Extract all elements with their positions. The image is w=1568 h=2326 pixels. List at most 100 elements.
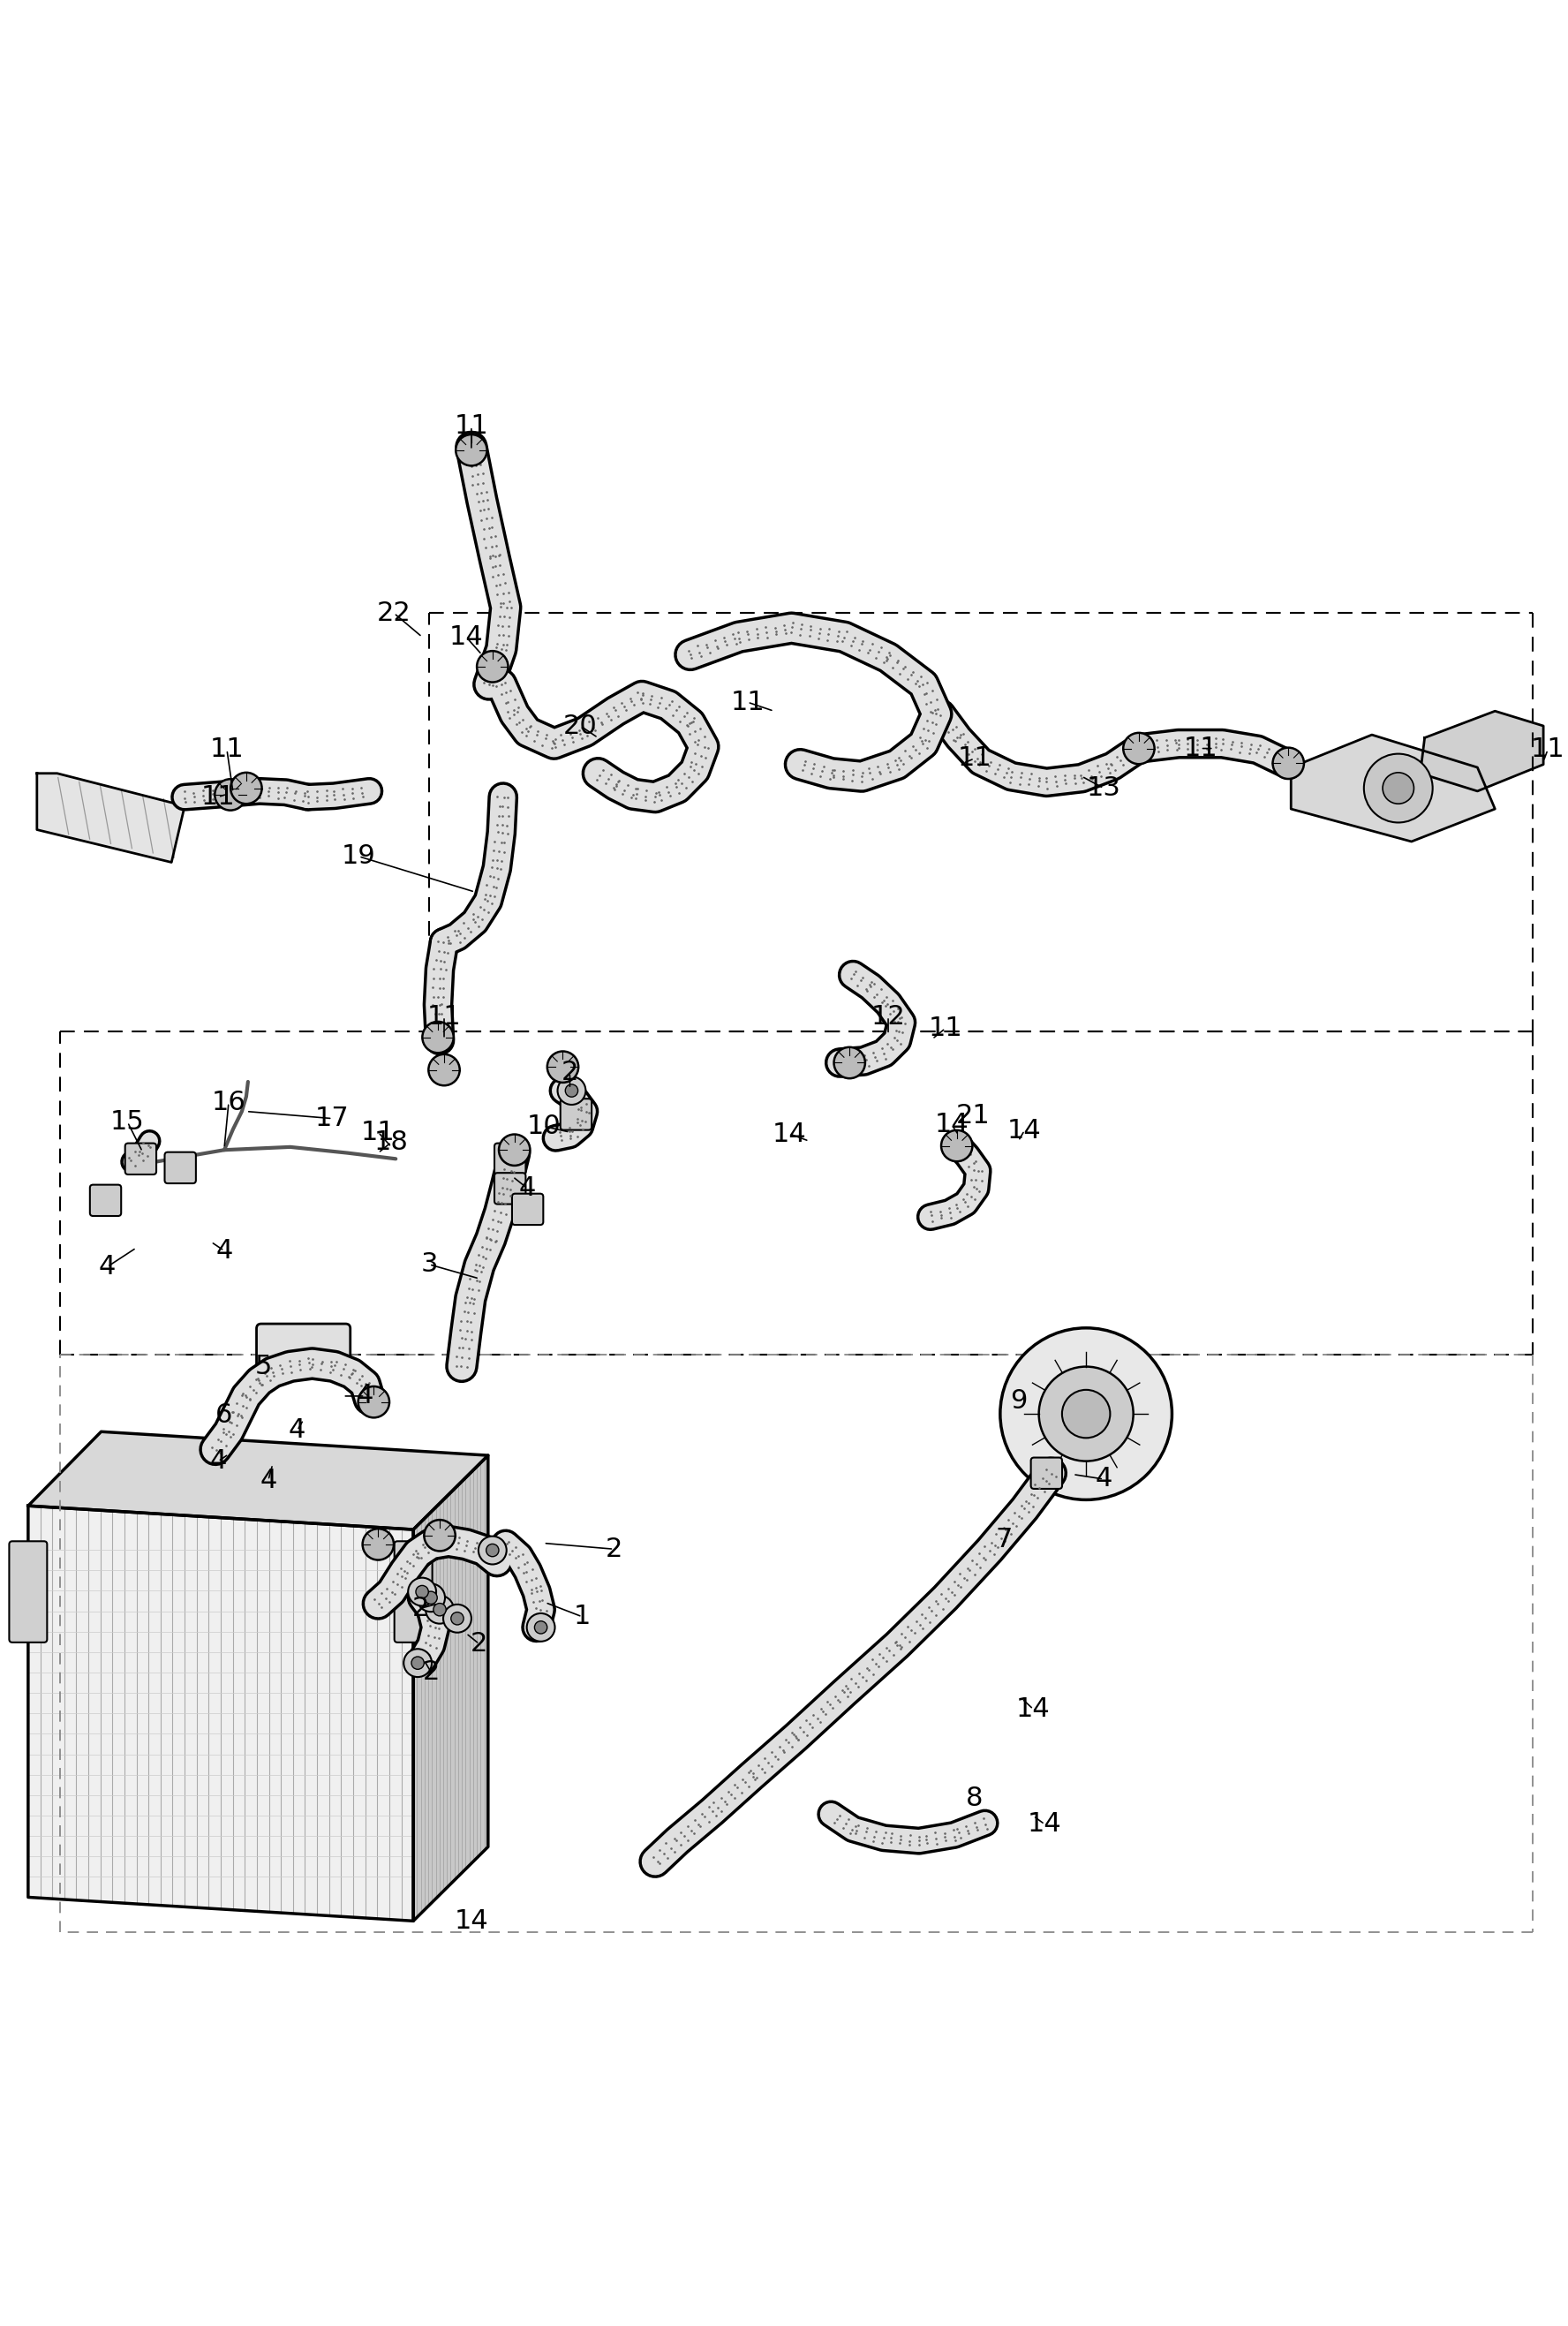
Text: 9: 9	[1010, 1389, 1027, 1414]
Circle shape	[358, 1386, 389, 1417]
Circle shape	[1273, 747, 1305, 779]
Circle shape	[477, 651, 508, 682]
Text: 14: 14	[448, 623, 483, 649]
Text: 15: 15	[110, 1110, 144, 1135]
Text: 11: 11	[361, 1119, 395, 1144]
Text: 2: 2	[470, 1631, 488, 1656]
Circle shape	[499, 1135, 530, 1165]
Polygon shape	[1290, 735, 1494, 842]
Circle shape	[423, 1519, 455, 1551]
FancyBboxPatch shape	[257, 1323, 350, 1379]
FancyBboxPatch shape	[125, 1142, 157, 1175]
Text: 11: 11	[455, 414, 489, 440]
Text: 11: 11	[928, 1016, 963, 1042]
Text: 5: 5	[256, 1354, 273, 1379]
Polygon shape	[414, 1456, 488, 1921]
FancyBboxPatch shape	[494, 1142, 525, 1175]
Circle shape	[1000, 1328, 1171, 1500]
Circle shape	[527, 1614, 555, 1642]
Circle shape	[1040, 1368, 1134, 1461]
Circle shape	[452, 1612, 464, 1626]
Circle shape	[362, 1528, 394, 1561]
Circle shape	[444, 1605, 472, 1633]
Circle shape	[408, 1577, 436, 1605]
Circle shape	[428, 1054, 459, 1086]
Text: 14: 14	[455, 1907, 489, 1933]
FancyBboxPatch shape	[513, 1193, 543, 1226]
FancyBboxPatch shape	[560, 1098, 591, 1130]
Text: 17: 17	[315, 1105, 350, 1130]
Circle shape	[834, 1047, 866, 1079]
Circle shape	[1062, 1391, 1110, 1437]
Circle shape	[558, 1077, 586, 1105]
FancyBboxPatch shape	[89, 1184, 121, 1216]
FancyBboxPatch shape	[1030, 1458, 1062, 1489]
Circle shape	[416, 1586, 428, 1598]
Text: 21: 21	[955, 1103, 989, 1128]
Text: 14: 14	[1016, 1696, 1051, 1721]
Text: 11: 11	[731, 688, 765, 714]
Circle shape	[535, 1621, 547, 1633]
Text: 14: 14	[935, 1112, 969, 1137]
Circle shape	[1383, 772, 1414, 805]
Text: 18: 18	[375, 1130, 409, 1156]
Text: 11: 11	[426, 1005, 461, 1030]
Text: 4: 4	[289, 1417, 306, 1442]
Circle shape	[1123, 733, 1154, 763]
Text: 3: 3	[420, 1251, 437, 1277]
Circle shape	[547, 1051, 579, 1082]
Circle shape	[425, 1591, 437, 1605]
Text: 10: 10	[527, 1114, 561, 1140]
Text: 14: 14	[1027, 1812, 1062, 1838]
Text: 6: 6	[216, 1403, 232, 1428]
FancyBboxPatch shape	[395, 1542, 433, 1642]
Circle shape	[422, 1021, 453, 1054]
FancyBboxPatch shape	[494, 1172, 525, 1205]
Circle shape	[215, 779, 246, 809]
Text: 2: 2	[605, 1535, 622, 1561]
Text: 4: 4	[1094, 1465, 1112, 1491]
Text: 4: 4	[519, 1175, 536, 1200]
Text: 8: 8	[966, 1786, 983, 1812]
FancyBboxPatch shape	[165, 1151, 196, 1184]
Text: 13: 13	[1087, 775, 1121, 800]
Text: 12: 12	[872, 1005, 905, 1030]
Text: 22: 22	[376, 600, 411, 626]
Text: 4: 4	[260, 1468, 278, 1493]
Circle shape	[417, 1584, 445, 1612]
Text: 4: 4	[216, 1237, 232, 1263]
Polygon shape	[28, 1505, 414, 1921]
Text: 2: 2	[412, 1596, 430, 1621]
FancyBboxPatch shape	[9, 1542, 47, 1642]
Text: 4: 4	[99, 1254, 116, 1279]
Text: 11: 11	[201, 784, 235, 809]
Text: 11: 11	[1184, 735, 1217, 761]
Text: 14: 14	[1007, 1116, 1041, 1142]
Circle shape	[411, 1656, 423, 1670]
Text: 11: 11	[1530, 737, 1565, 763]
Text: 4: 4	[210, 1449, 227, 1475]
Text: 11: 11	[958, 747, 991, 772]
Text: 2: 2	[561, 1061, 579, 1086]
Text: 7: 7	[996, 1526, 1013, 1551]
Polygon shape	[1421, 712, 1543, 791]
Text: 16: 16	[212, 1089, 246, 1114]
Text: 11: 11	[210, 737, 245, 763]
Polygon shape	[38, 772, 185, 863]
Circle shape	[486, 1544, 499, 1556]
Circle shape	[478, 1535, 506, 1565]
Circle shape	[433, 1603, 445, 1617]
Circle shape	[456, 435, 488, 465]
Circle shape	[941, 1130, 972, 1161]
Circle shape	[403, 1649, 431, 1677]
Text: 20: 20	[563, 714, 597, 740]
Circle shape	[1364, 754, 1433, 823]
Text: 19: 19	[342, 844, 376, 870]
Circle shape	[425, 1596, 453, 1624]
Polygon shape	[28, 1433, 488, 1531]
Circle shape	[566, 1084, 579, 1098]
Text: 4: 4	[356, 1384, 373, 1410]
Text: 14: 14	[773, 1121, 808, 1147]
Circle shape	[230, 772, 262, 805]
Text: 1: 1	[574, 1605, 591, 1631]
